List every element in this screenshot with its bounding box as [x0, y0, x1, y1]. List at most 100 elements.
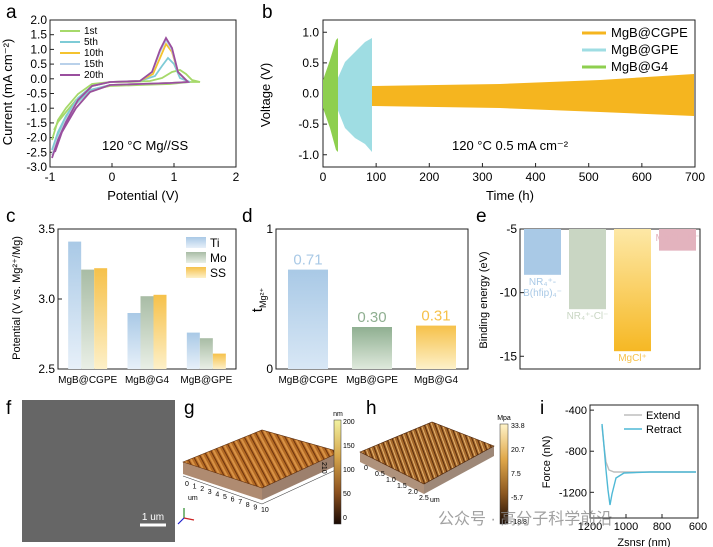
- panel-a-ytick-label: 0.5: [30, 57, 47, 71]
- panel-c-label: c: [6, 206, 16, 227]
- panel-f-label: f: [6, 398, 12, 419]
- legend-label-5th: 5th: [84, 37, 98, 48]
- legend-label-MgB@G4: MgB@G4: [611, 59, 668, 74]
- afm-modulus-axis-tick: 0.5: [375, 471, 385, 478]
- panel-e-label: e: [476, 206, 487, 227]
- panel-e-ytick-label: -15: [500, 349, 518, 363]
- panel-c: c 3.5 3.0 2.5 MgB@CGPE MgB@G4 MgB@GPE Potent…: [6, 206, 237, 386]
- afm-modulus-axis-tick: 2.0: [408, 489, 418, 496]
- afm-height-side-right: [262, 452, 340, 500]
- afm-height-axis-tick: 9: [253, 504, 257, 511]
- panel-d-label: d: [242, 206, 253, 227]
- band-mgb-g4: [323, 38, 338, 152]
- panel-a-xlabel: Potential (V): [107, 188, 179, 203]
- panel-d-ytick-label: 1: [266, 222, 273, 236]
- panel-e: e -5 -10 -15 NR₄⁺-B(hfip)₄⁻ NR₄⁺-Cl⁻ MgCl⁺ Mg…: [476, 206, 701, 370]
- panel-b-xtick-label: 100: [366, 170, 386, 184]
- panel-d-ytick-label: 0: [266, 362, 273, 376]
- panel-b-xtick-label: 200: [419, 170, 439, 184]
- bar-MgB@G4: [416, 325, 456, 369]
- legend-label-Ti: Ti: [210, 236, 220, 250]
- bar-Mo-MgB@GPE: [199, 338, 213, 369]
- z-axis-tick: 210: [320, 462, 327, 474]
- binding-bar-1: [569, 229, 606, 310]
- panel-b-ylabel: Voltage (V): [258, 63, 273, 127]
- legend-label-MgB@CGPE: MgB@CGPE: [611, 25, 688, 40]
- binding-bar-2: [614, 229, 651, 352]
- afm-height-axis-tick: 8: [246, 502, 250, 509]
- panel-d: d 10 0.710.30 0.31 MgB@CGPE MgB@GPE MgB@G4 …: [242, 206, 469, 386]
- afm-modulus-axis-tick: 0: [364, 465, 368, 472]
- panel-b-ytick-label: -0.5: [298, 117, 319, 131]
- binding-bar-label-3: MgCl⁺-B⁻: [656, 233, 700, 244]
- panel-a-ytick-label: -1.0: [26, 101, 47, 115]
- afm-height-axis-tick: 1: [193, 484, 197, 491]
- afm-height-axis-tick: 0: [185, 481, 189, 488]
- afm-height-axis-tick: 4: [215, 491, 219, 498]
- band-mgb-cgpe: [372, 74, 694, 116]
- afm-height-axis-tick: 2: [200, 486, 204, 493]
- afm-modulus-axis-tick: 1.0: [386, 477, 396, 484]
- panel-c-ylabel: Potential (V vs. Mg²⁺/Mg): [11, 236, 23, 360]
- binding-bar-label-2: MgCl⁺: [618, 353, 647, 364]
- panel-b-xlabel: Time (h): [486, 188, 534, 203]
- panel-c-category-label: MgB@G4: [125, 375, 169, 386]
- panel-b-ytick-label: -1.0: [298, 148, 319, 162]
- panel-i-xtick-label: 1000: [614, 521, 638, 533]
- colorbar-modulus-tick: -18.8: [511, 519, 527, 526]
- panel-g-label: g: [184, 398, 195, 419]
- panel-b-ytick-label: 0.5: [302, 56, 319, 70]
- panel-b-annotation: 120 °C 0.5 mA cm⁻²: [452, 138, 569, 153]
- sem-texture: [22, 400, 175, 542]
- panel-i-plot-area: [589, 404, 699, 519]
- value-label-MgB@G4: 0.31: [421, 308, 450, 325]
- panel-i-xlabel: Zsnsr (nm): [617, 537, 670, 547]
- colorbar-modulus-tick: -5.7: [511, 495, 523, 502]
- panel-b-xtick-label: 400: [526, 170, 546, 184]
- panel-a-ylabel: Current (mA cm⁻²): [0, 39, 15, 146]
- bar-MgB@GPE: [352, 327, 392, 369]
- watermark-text: 公众号 · 高分子科学前沿: [438, 510, 612, 528]
- colorbar-modulus-tick: 33.8: [511, 423, 525, 430]
- colorbar-height: [333, 419, 342, 525]
- panel-a-ytick-label: -2.5: [26, 145, 47, 159]
- panel-i-label: i: [540, 398, 544, 419]
- value-label-MgB@CGPE: 0.71: [293, 252, 322, 269]
- bar-Ti-MgB@CGPE: [68, 241, 82, 369]
- panel-a-ytick-label: 1.5: [30, 28, 47, 42]
- panel-d-ylabel: tMg²⁺: [249, 288, 268, 313]
- bar-SS-MgB@CGPE: [94, 268, 108, 369]
- sem-image: [22, 400, 175, 542]
- panel-e-ytick-label: -5: [506, 222, 517, 236]
- colorbar-modulus-tick: 20.7: [511, 447, 525, 454]
- band-mgb-gpe: [337, 38, 372, 152]
- panel-i-ytick-label: -1200: [559, 487, 587, 499]
- panel-b: b 1.0 0.5 0.0 -0.5 -1.0 0 100 200 300 400 500 600 7…: [258, 2, 705, 203]
- bar-Ti-MgB@G4: [127, 313, 141, 369]
- colorbar-height-tick: 0: [343, 515, 347, 522]
- panel-i-xtick-label: 800: [653, 521, 671, 533]
- panel-a-ytick-label: -0.5: [26, 87, 47, 101]
- legend-label-MgB@GPE: MgB@GPE: [611, 42, 679, 57]
- binding-bar-label-0: NR₄⁺-: [529, 277, 556, 288]
- afm-height-axis-tick: 3: [208, 489, 212, 496]
- panel-e-ytick-label: -10: [500, 286, 518, 300]
- panel-a-label: a: [6, 2, 17, 23]
- scale-bar-label: 1 um: [142, 512, 164, 523]
- legend-label-SS: SS: [210, 266, 226, 280]
- colorbar-height-unit: nm: [333, 411, 343, 418]
- bar-SS-MgB@GPE: [212, 353, 226, 369]
- panel-a-ytick-label: -1.5: [26, 116, 47, 130]
- value-label-MgB@GPE: 0.30: [357, 309, 386, 326]
- panel-a-ytick-label: 0.0: [30, 72, 47, 86]
- colorbar-modulus-unit: Mpa: [497, 415, 511, 422]
- legend-swatch-Ti: [186, 237, 206, 248]
- colorbar-height-tick: 100: [343, 467, 355, 474]
- panel-i-xtick-label: 1200: [578, 521, 602, 533]
- legend-swatch-SS: [186, 267, 206, 278]
- binding-bar-3: [659, 229, 696, 251]
- panel-i-ylabel: Force (nN): [541, 436, 553, 489]
- panel-a-ytick-label: -3.0: [26, 160, 47, 174]
- cv-curve-5th: [51, 56, 191, 151]
